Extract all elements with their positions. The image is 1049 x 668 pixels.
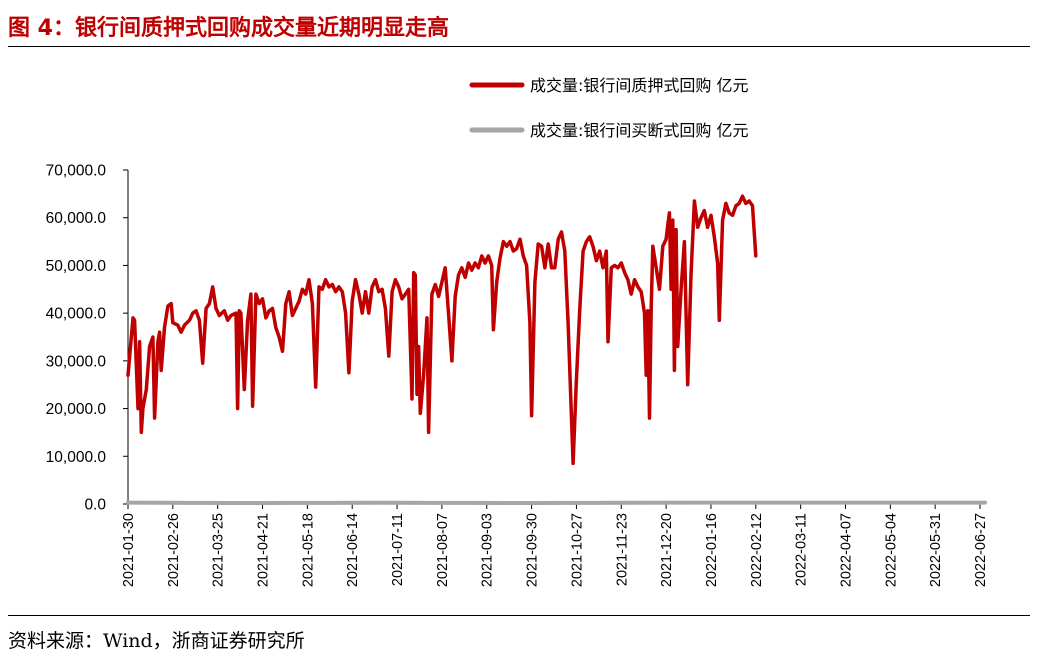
x-tick-label: 2021-05-18 xyxy=(300,513,316,587)
x-tick-label: 2022-04-07 xyxy=(838,513,854,587)
x-tick-label: 2021-09-03 xyxy=(480,513,496,587)
x-tick-label: 2021-02-26 xyxy=(166,513,182,587)
y-tick-label: 40,000.0 xyxy=(46,306,107,323)
y-tick-label: 30,000.0 xyxy=(46,353,107,370)
chart-title: 图 4：银行间质押式回购成交量近期明显走高 xyxy=(8,16,449,41)
x-tick-label: 2022-05-31 xyxy=(928,513,944,587)
series-line-1 xyxy=(126,194,758,466)
x-tick-label: 2022-01-16 xyxy=(704,513,720,587)
y-tick-label: 0.0 xyxy=(84,497,106,514)
x-tick-label: 2021-09-30 xyxy=(525,513,541,587)
x-tick-label: 2021-01-30 xyxy=(121,513,137,587)
y-tick-label: 70,000.0 xyxy=(46,163,107,180)
source-note: 资料来源：Wind，浙商证券研究所 xyxy=(8,630,305,652)
y-tick-label: 60,000.0 xyxy=(46,210,107,227)
y-tick-label: 20,000.0 xyxy=(46,401,107,418)
x-tick-label: 2021-11-23 xyxy=(614,513,630,586)
legend-label-1: 成交量:银行间质押式回购 亿元 xyxy=(530,76,748,95)
y-tick-label: 50,000.0 xyxy=(46,258,107,275)
x-tick-label: 2021-07-11 xyxy=(390,513,406,586)
x-tick-label: 2022-06-27 xyxy=(973,513,989,587)
bottom-rule xyxy=(8,615,1030,616)
x-tick-label: 2021-12-20 xyxy=(659,513,675,587)
x-tick-label: 2021-10-27 xyxy=(569,513,585,587)
y-tick-label: 10,000.0 xyxy=(46,449,107,466)
x-tick-label: 2022-05-04 xyxy=(883,513,899,587)
chart: 0.0 10,000.0 20,000.0 30,000.0 40,000.0 50,00… xyxy=(46,76,989,587)
x-tick-label: 2021-06-14 xyxy=(345,513,361,587)
x-tick-label: 2022-02-12 xyxy=(749,513,765,587)
x-tick-label: 2022-03-11 xyxy=(794,513,810,586)
x-tick-label: 2021-04-21 xyxy=(256,513,272,587)
x-tick-label: 2021-03-25 xyxy=(211,513,227,587)
legend-label-2: 成交量:银行间买断式回购 亿元 xyxy=(530,121,748,140)
x-tick-label: 2021-08-07 xyxy=(435,513,451,587)
top-rule xyxy=(8,46,1030,47)
